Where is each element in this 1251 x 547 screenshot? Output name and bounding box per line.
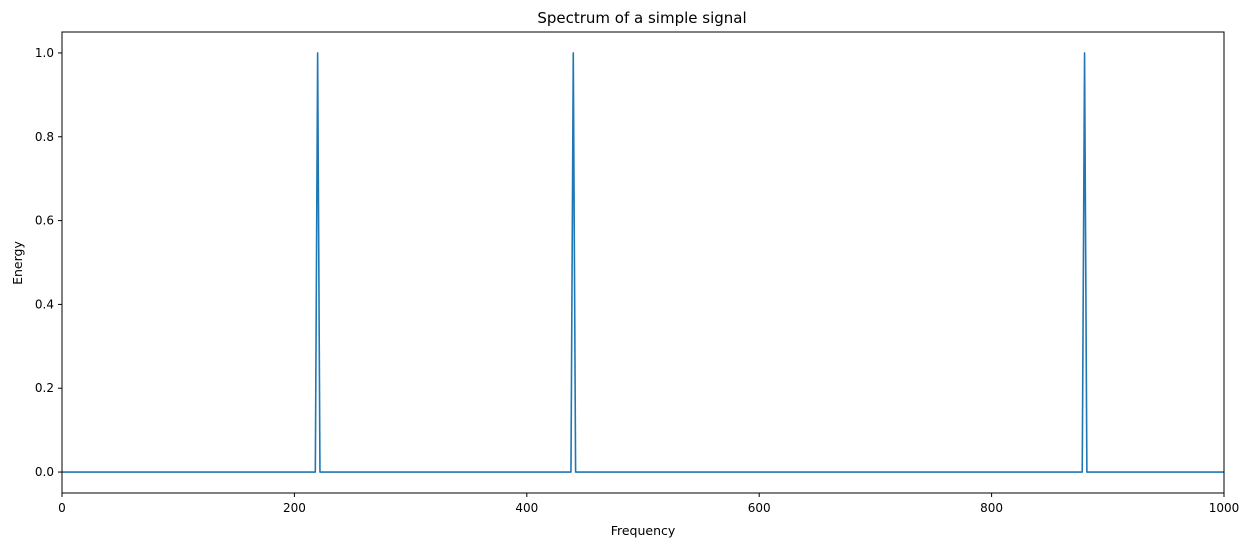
axes-frame xyxy=(61,31,1225,494)
y-tick-label: 0.8 xyxy=(35,130,54,144)
y-tick-label: 0.6 xyxy=(35,214,54,228)
y-axis-label: Energy xyxy=(10,241,25,285)
y-tick-label: 0.4 xyxy=(35,297,54,311)
plot-area xyxy=(61,31,1225,494)
x-axis-label: Frequency xyxy=(611,523,676,538)
x-tick-label: 400 xyxy=(515,501,538,515)
series-line-0 xyxy=(62,52,1224,473)
series-layer xyxy=(62,52,1224,473)
y-axis: 0.0 0.2 0.4 0.6 0.8 1.0 xyxy=(35,46,62,479)
x-axis: 0 200 400 600 800 1000 xyxy=(58,493,1239,515)
plot-background xyxy=(62,32,1224,493)
y-tick-label: 0.0 xyxy=(35,465,54,479)
x-tick-label: 0 xyxy=(58,501,66,515)
chart-title: Spectrum of a simple signal xyxy=(537,9,746,27)
y-tick-label: 1.0 xyxy=(35,46,54,60)
x-tick-label: 600 xyxy=(748,501,771,515)
x-tick-label: 800 xyxy=(980,501,1003,515)
x-tick-label: 200 xyxy=(283,501,306,515)
x-tick-label: 1000 xyxy=(1209,501,1240,515)
y-tick-label: 0.2 xyxy=(35,381,54,395)
